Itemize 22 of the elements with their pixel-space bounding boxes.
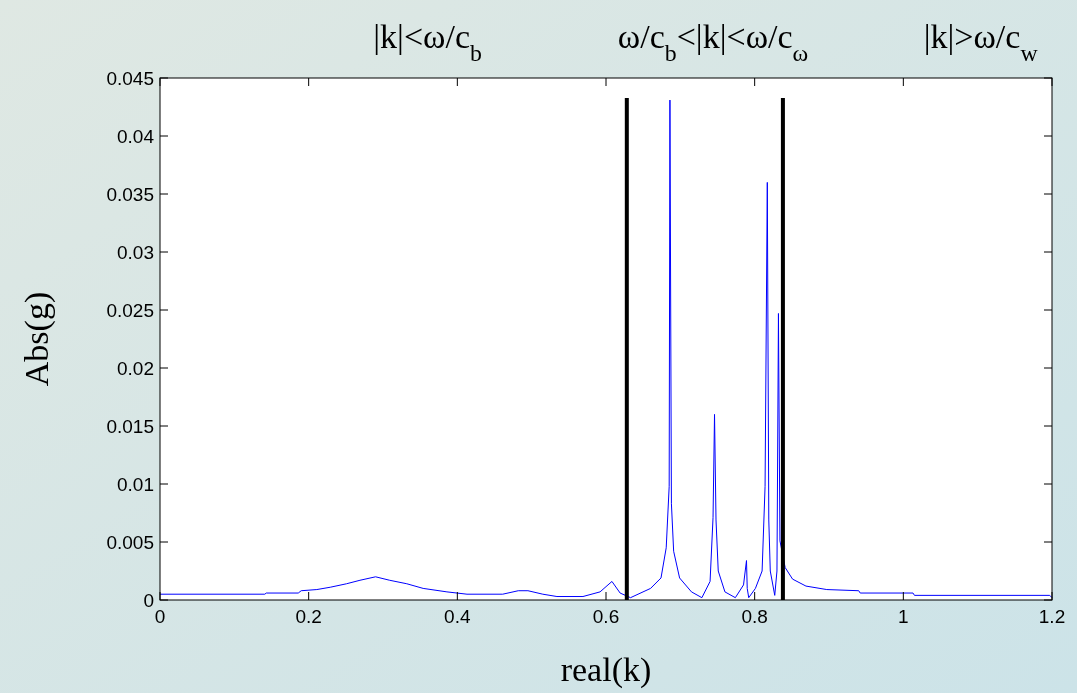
y-tick-label: 0.04 [117,126,155,147]
text: |k|<ω/c$_{b}$ [373,18,482,66]
y-tick-label: 0.025 [106,300,154,321]
y-tick-label: 0 [143,590,154,611]
x-tick-label: 1.2 [1038,606,1066,627]
y-tick-label: 0.01 [117,474,154,495]
x-tick-label: 0.2 [295,606,322,627]
x-tick-label: 0.6 [592,606,620,627]
y-axis-title: Abs(g) [18,291,56,387]
y-tick-label: 0.005 [106,532,154,553]
text: |k|>ω/c$_{w}$ [923,18,1039,66]
y-tick-label: 0.03 [117,242,154,263]
y-tick-label: 0.035 [106,184,154,205]
x-tick-label: 0.8 [741,606,768,627]
x-tick-label: 0.4 [444,606,471,627]
y-tick-label: 0.045 [106,68,154,89]
y-tick-label: 0.02 [117,358,154,379]
text: ω/c$_{b}$<|k|<ω/c$_{ω}$ [617,18,809,66]
x-tick-label: 1 [898,606,909,627]
line-series [159,99,1053,599]
y-tick-label: 0.015 [106,416,154,437]
x-axis-title: real(k) [560,651,652,689]
